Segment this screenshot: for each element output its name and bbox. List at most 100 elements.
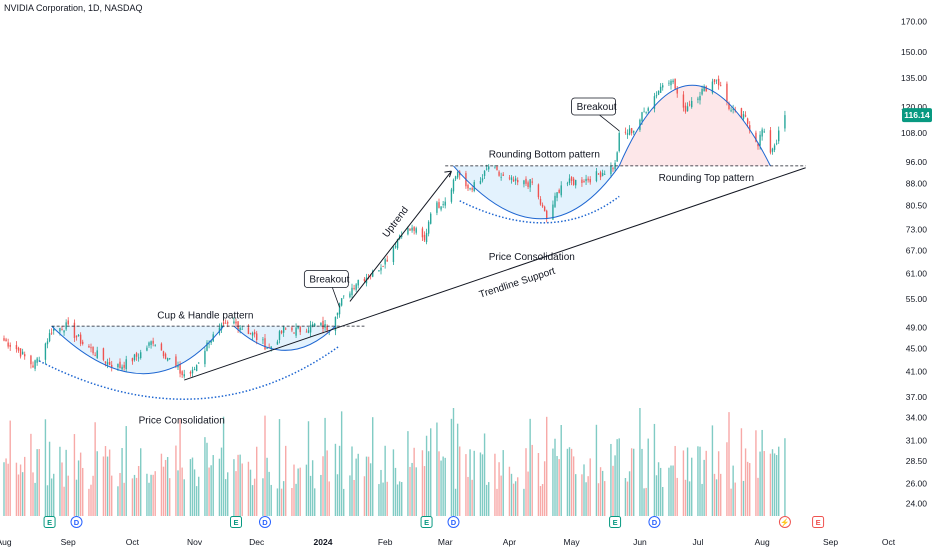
- candle-body: [181, 371, 183, 376]
- candle-body: [483, 170, 486, 176]
- candle-body: [9, 344, 11, 347]
- candle-body: [106, 362, 109, 365]
- volume-bar: [630, 448, 633, 516]
- candle-body: [670, 80, 672, 86]
- volume-bar: [610, 443, 612, 516]
- candle-body: [757, 143, 759, 147]
- candle-body: [175, 356, 177, 366]
- candle-body: [539, 198, 542, 205]
- volume-bar: [140, 448, 142, 516]
- y-tick-label: 73.00: [906, 224, 928, 234]
- volume-bar: [411, 462, 413, 516]
- candle-body: [773, 145, 776, 150]
- volume-bar: [15, 462, 18, 516]
- candle-body: [249, 333, 252, 335]
- candle-body: [266, 348, 268, 349]
- event-marker-label: ⚡: [780, 518, 789, 527]
- volume-bar: [703, 459, 705, 516]
- candle-body: [597, 173, 600, 175]
- candle-body: [34, 360, 36, 369]
- volume-bar: [351, 446, 353, 516]
- candle-body: [394, 246, 397, 248]
- candle-body: [440, 206, 442, 210]
- volume-bar: [773, 453, 776, 516]
- volume-bar: [430, 428, 432, 516]
- earnings-marker: [812, 516, 825, 528]
- x-tick-label: Nov: [187, 537, 203, 547]
- volume-bar: [485, 484, 488, 516]
- candle-body: [121, 366, 123, 370]
- volume-bar: [343, 488, 345, 516]
- candle-body: [90, 347, 92, 349]
- volume-bar: [612, 465, 614, 516]
- candle-body: [82, 341, 84, 344]
- candle-body: [498, 171, 500, 176]
- volume-bar: [514, 481, 517, 516]
- volume-bar: [394, 467, 397, 516]
- earnings-marker: [230, 516, 242, 528]
- volume-bar: [334, 443, 337, 516]
- volume-bar: [61, 462, 63, 516]
- candle-body: [15, 345, 18, 350]
- candle-body: [676, 88, 678, 94]
- volume-bar: [546, 416, 548, 516]
- volume-bar: [498, 462, 500, 516]
- candle-body: [614, 162, 616, 170]
- candle-body: [525, 178, 527, 184]
- candle-body: [270, 346, 272, 349]
- candle-body: [369, 275, 372, 277]
- volume-bar: [442, 456, 444, 516]
- volume-bar: [293, 464, 295, 516]
- y-tick-label: 41.00: [906, 367, 928, 377]
- volume-bar: [38, 449, 40, 516]
- candle-body: [63, 330, 65, 333]
- volume-bar: [510, 473, 513, 516]
- candle-body: [543, 206, 546, 212]
- candle-body: [17, 347, 20, 351]
- volume-bar: [684, 479, 687, 516]
- volume-bar: [512, 483, 515, 516]
- event-marker-label: E: [816, 518, 821, 527]
- volume-bar: [566, 448, 569, 516]
- volume-bar: [523, 488, 525, 516]
- volume-bar: [106, 456, 109, 516]
- candle-body: [177, 365, 179, 368]
- volume-bar: [235, 471, 237, 516]
- candle-body: [50, 332, 53, 334]
- event-marker-label: D: [262, 518, 268, 527]
- candle-body: [191, 369, 194, 374]
- volume-bar: [220, 447, 223, 516]
- event-marker: E: [43, 516, 56, 528]
- volume-bar: [17, 474, 20, 516]
- event-marker-label: E: [424, 518, 429, 527]
- volume-bar: [653, 423, 656, 516]
- candle-body: [701, 88, 703, 95]
- candle-body: [657, 90, 660, 95]
- volume-bar: [502, 450, 504, 516]
- rounding-top-label: Rounding Top pattern: [659, 173, 754, 184]
- volume-bar: [459, 446, 461, 516]
- candle-body: [730, 110, 732, 112]
- candle-body: [612, 168, 614, 170]
- candle-body: [293, 332, 295, 334]
- candle-body: [152, 340, 154, 344]
- candle-body: [204, 350, 206, 365]
- volume-bar: [438, 451, 440, 516]
- candle-body: [285, 328, 287, 330]
- event-marker: D: [447, 516, 460, 528]
- candle-body: [162, 351, 165, 357]
- candle-body: [146, 347, 148, 351]
- candle-body: [682, 94, 685, 108]
- candle-body: [467, 184, 469, 189]
- candle-body: [626, 133, 629, 135]
- volume-bar: [322, 456, 324, 516]
- volume-bar: [96, 451, 98, 516]
- candle-body: [380, 267, 382, 271]
- event-marker: E: [609, 516, 622, 528]
- volume-bar: [77, 460, 80, 516]
- volume-bar: [668, 467, 670, 516]
- volume-bar: [336, 474, 339, 516]
- candle-body: [137, 357, 140, 359]
- breakout-callout-2-pointer: [599, 114, 620, 132]
